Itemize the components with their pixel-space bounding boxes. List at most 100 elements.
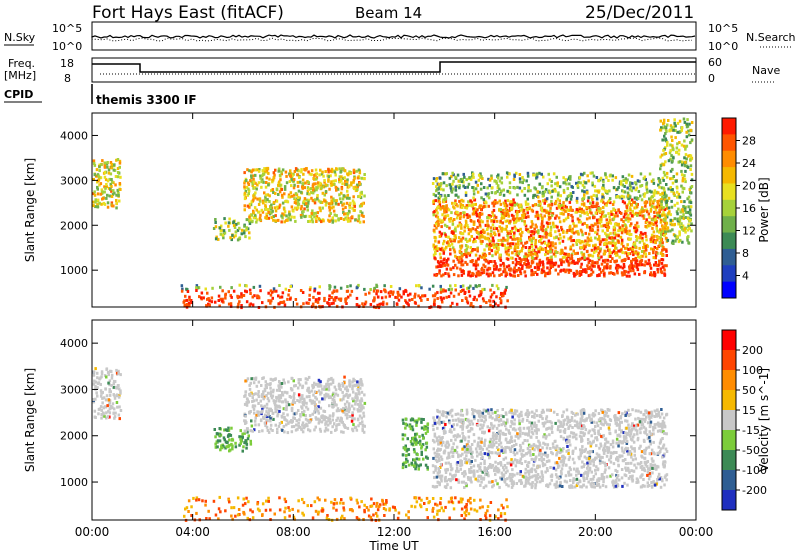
power-cell	[592, 193, 596, 197]
power-cell	[545, 210, 548, 214]
power-cell	[638, 213, 642, 217]
velocity-cell	[292, 379, 295, 383]
power-cell	[621, 227, 624, 231]
velocity-cell	[254, 416, 257, 420]
velocity-cell	[327, 396, 331, 400]
power-cell	[93, 190, 96, 194]
power-cell	[530, 208, 534, 212]
power-cell	[342, 211, 345, 214]
power-cell	[647, 212, 651, 216]
power-cell	[600, 213, 604, 217]
power-cell	[334, 185, 338, 189]
power-cell	[642, 177, 646, 181]
velocity-cell	[226, 429, 229, 432]
power-cell	[649, 223, 652, 227]
power-cell	[250, 176, 253, 180]
velocity-cell	[271, 394, 275, 398]
power-cell	[472, 203, 475, 207]
power-cell	[520, 219, 524, 223]
power-cell	[327, 178, 330, 182]
power-cell	[443, 194, 447, 198]
colorbar-swatch	[722, 232, 736, 250]
velocity-cell	[238, 435, 241, 439]
power-cell	[387, 291, 391, 295]
power-cell	[448, 244, 452, 248]
power-cell	[258, 216, 262, 220]
power-cell	[677, 240, 681, 244]
power-cell	[483, 231, 486, 235]
power-cell	[288, 174, 292, 177]
power-cell	[312, 295, 315, 299]
power-cell	[516, 246, 520, 249]
velocity-cell	[100, 372, 104, 376]
power-cell	[550, 180, 553, 183]
power-cell	[243, 224, 246, 228]
power-cell	[605, 242, 609, 246]
power-cell	[495, 246, 499, 250]
power-cell	[261, 169, 264, 173]
power-cell	[445, 267, 449, 271]
freq-label-line2: [MHz]	[4, 69, 36, 82]
power-cell	[520, 189, 524, 193]
velocity-cell	[246, 437, 250, 441]
velocity-cell	[266, 382, 269, 386]
power-cell	[583, 258, 586, 261]
power-cell	[519, 209, 522, 213]
power-cell	[635, 262, 639, 266]
power-cell	[454, 229, 457, 233]
power-cell	[532, 173, 535, 177]
velocity-cell	[348, 383, 351, 387]
power-cell	[680, 226, 683, 229]
power-cell	[628, 238, 631, 241]
power-cell	[480, 196, 483, 200]
power-cell	[578, 270, 582, 274]
power-cell	[344, 216, 347, 220]
power-cell	[562, 260, 566, 264]
power-cell	[568, 182, 571, 186]
power-cell	[503, 267, 506, 271]
power-cell	[624, 257, 627, 261]
power-cell	[299, 180, 302, 184]
power-cell	[346, 213, 349, 217]
velocity-cell	[286, 391, 289, 395]
power-cell	[551, 244, 555, 248]
power-cell	[317, 181, 320, 185]
power-cell	[321, 191, 325, 195]
power-cell	[375, 283, 378, 287]
power-cell	[655, 250, 658, 254]
power-cell	[554, 246, 557, 250]
power-cell	[544, 188, 548, 192]
power-cell	[98, 201, 101, 205]
power-cell	[245, 226, 249, 230]
power-cell	[563, 204, 567, 208]
power-cell	[360, 204, 363, 208]
power-cell	[258, 199, 262, 203]
power-cell	[530, 239, 534, 243]
power-cell	[597, 218, 601, 222]
velocity-cell	[277, 404, 281, 408]
colorbar-tick-label: 12	[742, 225, 756, 238]
power-cell	[686, 228, 690, 232]
power-cell	[185, 303, 189, 306]
power-cell	[546, 182, 549, 186]
power-cell	[355, 286, 359, 290]
power-cell	[436, 211, 439, 215]
power-cell	[567, 194, 571, 198]
power-cell	[545, 257, 549, 261]
velocity-cell	[328, 414, 332, 418]
power-cell	[657, 191, 660, 195]
power-cell	[248, 231, 251, 235]
power-cell	[530, 241, 534, 245]
power-cell	[491, 201, 494, 205]
power-cell	[596, 221, 599, 225]
velocity-cell	[267, 412, 270, 416]
power-cell	[534, 214, 537, 218]
power-cell	[118, 199, 121, 203]
power-cell	[593, 215, 596, 219]
velocity-cell	[426, 465, 429, 469]
velocity-cell	[343, 381, 346, 385]
power-cell	[263, 191, 266, 195]
power-cell	[309, 215, 313, 219]
velocity-cell	[323, 415, 326, 419]
power-cell	[654, 215, 658, 219]
